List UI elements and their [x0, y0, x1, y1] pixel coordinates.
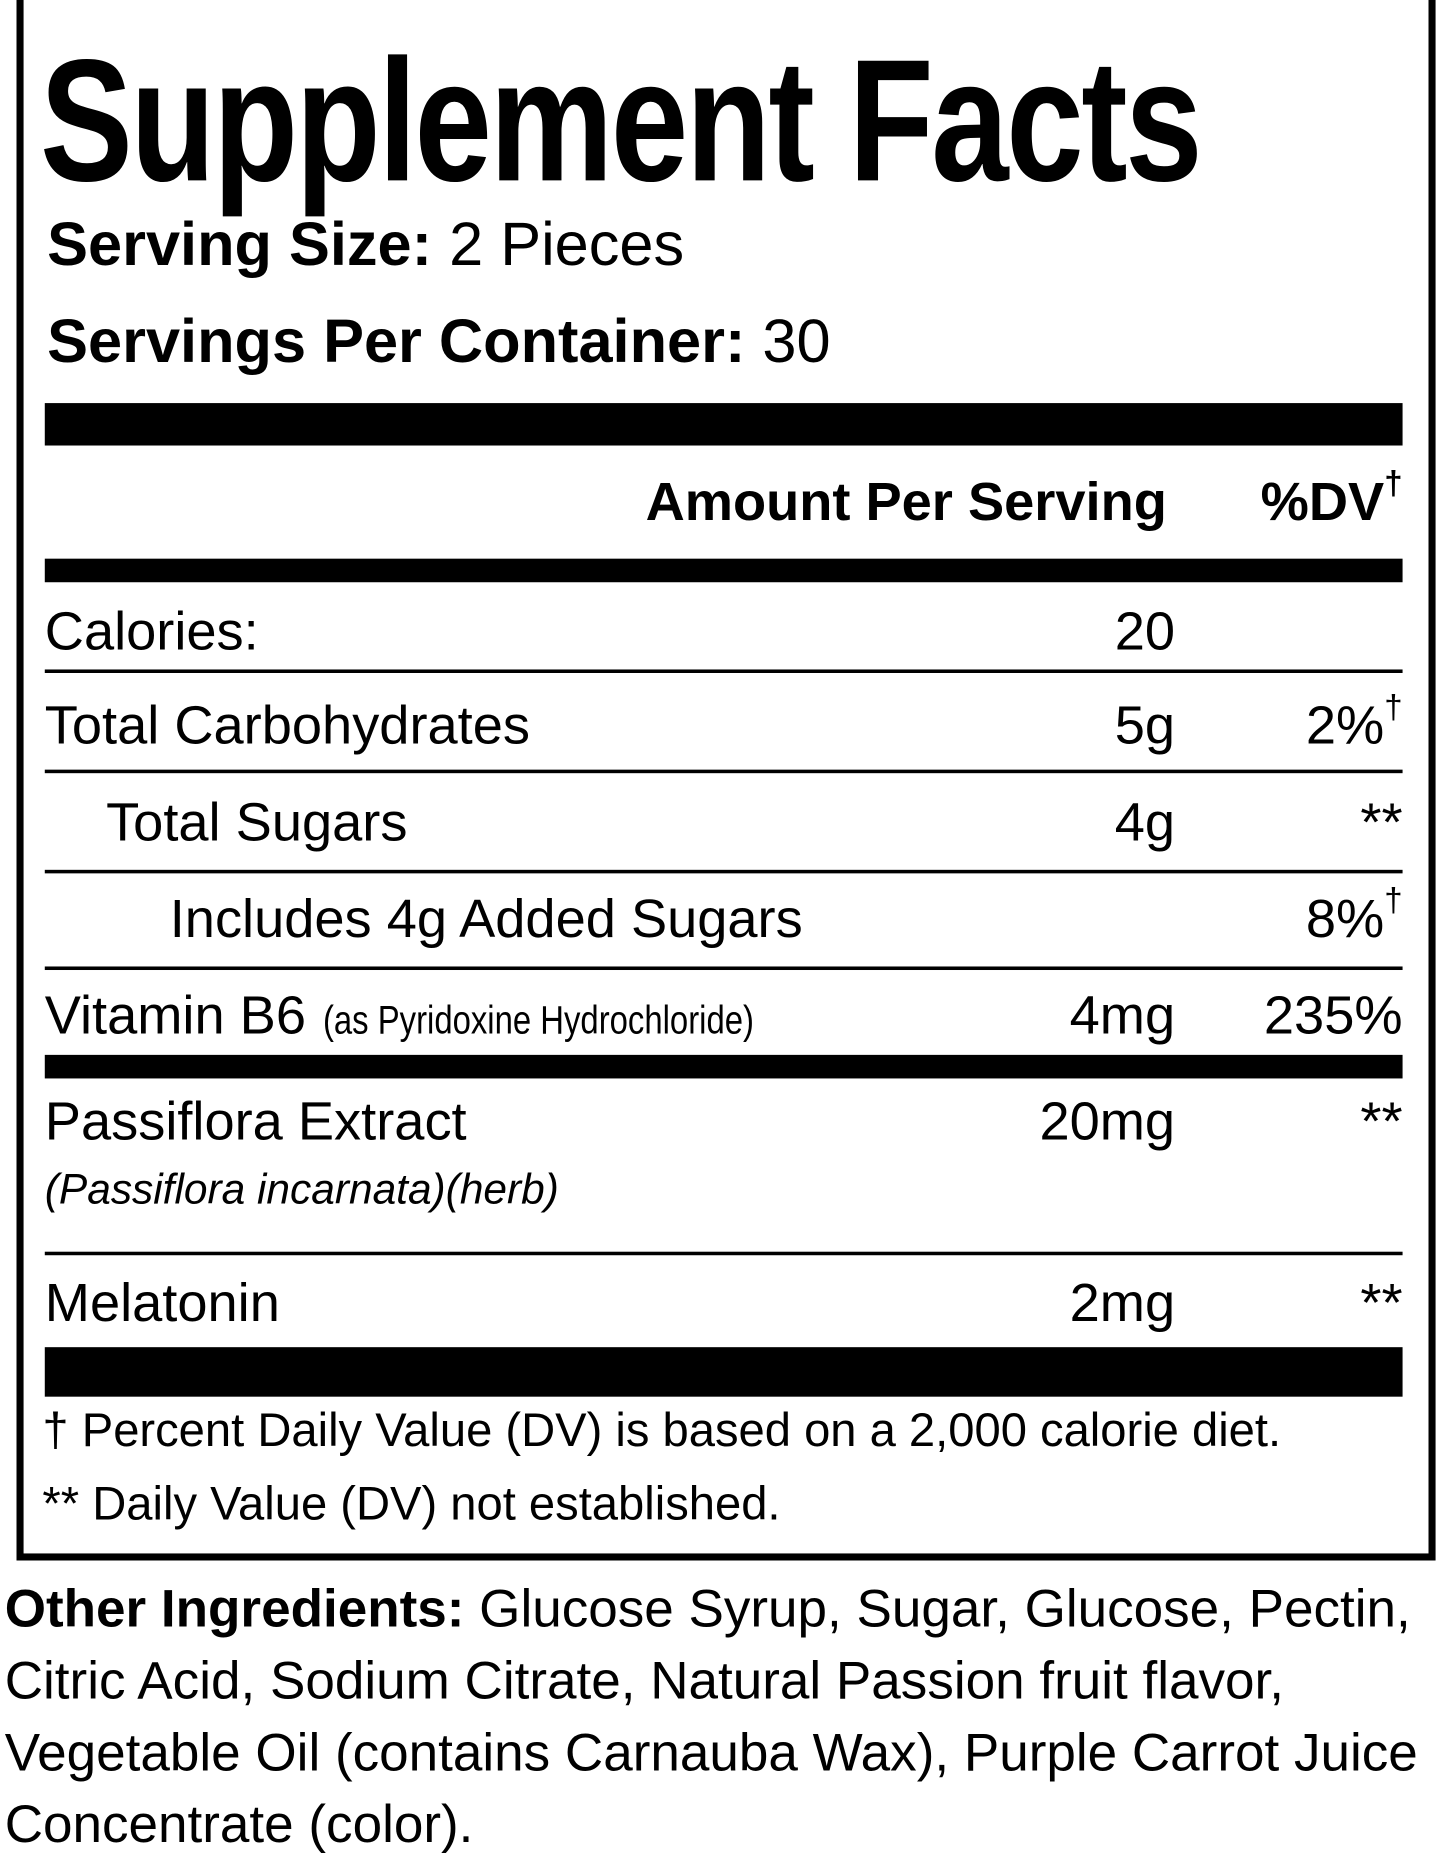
nutrient-name: Total Carbohydrates	[44, 694, 530, 756]
nutrient-row: Melatonin 2mg **	[45, 1271, 1403, 1335]
value: 30	[762, 307, 831, 376]
daily-value: 235%	[1264, 983, 1403, 1047]
divider	[44, 1054, 1403, 1079]
label: Serving Size:	[47, 210, 433, 280]
amount: 4g	[1114, 790, 1176, 853]
dv-mark: †	[1384, 464, 1403, 501]
dv-mark: †	[1384, 688, 1403, 725]
amount: 4mg	[1069, 984, 1176, 1046]
nutrient-row: Calories: 20	[45, 599, 1403, 663]
facts-box	[16, 0, 1436, 1561]
dv-value: **	[1360, 790, 1403, 853]
divider	[44, 869, 1403, 874]
nutrient-row: Total Carbohydrates 5g 2%†	[44, 688, 1403, 757]
daily-value: 8%†	[1305, 882, 1403, 950]
divider	[44, 966, 1403, 971]
nutrient-row: Passiflora Extract 20mg ** (Passiflora inca…	[45, 1089, 1403, 1214]
nutrient-row: Vitamin B6 (as Pyridoxine Hydrochloride) 4…	[45, 983, 1403, 1047]
nutrient-name: Calories:	[44, 599, 259, 662]
servings-per-container: Servings Per Container: 30	[47, 306, 830, 377]
dv-mark: †	[1384, 881, 1403, 919]
title: Supplement Facts	[40, 24, 1202, 219]
other-ingredients: Other Ingredients: Glucose Syrup, Sugar,…	[5, 1572, 1419, 1860]
serving-size: Serving Size: 2 Pieces	[47, 210, 684, 281]
label: Servings Per Container:	[47, 307, 746, 376]
divider	[44, 669, 1403, 673]
daily-value: 2%†	[1305, 688, 1403, 757]
nutrient-detail: (as Pyridoxine Hydrochloride)	[322, 998, 754, 1044]
daily-value: **	[1360, 790, 1402, 854]
dv-value: 8%	[1305, 887, 1385, 949]
divider	[44, 1347, 1403, 1397]
dv-value: **	[1360, 1271, 1403, 1334]
divider	[44, 1251, 1403, 1256]
amount: 5g	[1114, 694, 1176, 756]
dv-value: 235%	[1263, 984, 1403, 1046]
footnote: ** Daily Value (DV) not established.	[42, 1478, 781, 1530]
dv-value: 2%	[1305, 694, 1385, 756]
nutrient-name: Total Sugars	[106, 790, 408, 853]
daily-value: **	[1360, 1271, 1402, 1335]
amount: 20mg	[1039, 1090, 1176, 1152]
nutrient-row: Total Sugars 4g **	[45, 790, 1402, 854]
label: Other Ingredients:	[4, 1578, 465, 1639]
divider	[44, 403, 1403, 446]
amount-header: Amount Per Serving	[645, 470, 1167, 532]
value: 2 Pieces	[449, 210, 685, 280]
footnote: † Percent Daily Value (DV) is based on a…	[42, 1404, 1282, 1457]
nutrient-source: (Passiflora incarnata)(herb)	[44, 1164, 559, 1213]
nutrient-name: Vitamin B6	[44, 984, 306, 1046]
daily-value: **	[1360, 1089, 1402, 1153]
dv-value: **	[1360, 1090, 1403, 1152]
amount: 20	[1114, 599, 1176, 662]
nutrient-name: Passiflora Extract	[44, 1090, 467, 1152]
nutrient-name: Includes 4g Added Sugars	[169, 887, 803, 949]
nutrient-row: Includes 4g Added Sugars 8%†	[45, 882, 1403, 950]
nutrient-name: Melatonin	[44, 1271, 280, 1334]
divider	[44, 558, 1403, 583]
dv-header: %DV†	[1260, 464, 1403, 533]
text: Glucose Syrup, Sugar, Glucose, Pectin, C…	[4, 1578, 1418, 1854]
dv-label: %DV	[1260, 470, 1385, 532]
divider	[44, 769, 1403, 774]
amount: 2mg	[1069, 1271, 1176, 1334]
